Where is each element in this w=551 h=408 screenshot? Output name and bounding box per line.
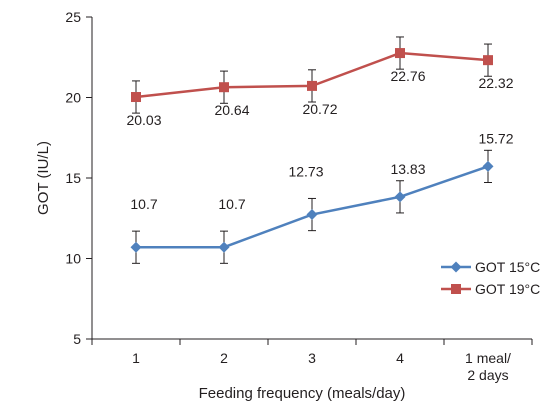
x-tick-label: 4 — [396, 350, 404, 366]
y-tick-label: 25 — [65, 9, 81, 25]
x-tick-label: 2 — [220, 350, 228, 366]
legend-label: GOT 15°C — [475, 259, 540, 275]
legend-marker — [451, 284, 461, 294]
axes: 5 10 15 20 25 1 2 3 4 1 meal/2 days — [65, 9, 533, 383]
data-label: 10.7 — [130, 196, 157, 212]
y-tick-label: 5 — [73, 331, 81, 347]
x-tick-label: 3 — [308, 350, 316, 366]
data-point-diamond — [130, 241, 142, 253]
data-label: 12.73 — [288, 164, 323, 180]
data-label: 22.32 — [478, 75, 513, 91]
data-labels: 10.7 10.7 12.73 13.83 15.72 20.03 20.64 20.72 22… — [126, 68, 513, 212]
legend: GOT 15°C GOT 19°C — [441, 259, 540, 297]
data-point-diamond — [394, 191, 406, 203]
y-axis-label: GOT (IU/L) — [35, 141, 52, 215]
data-label: 22.76 — [390, 68, 425, 84]
data-point-square — [483, 55, 493, 66]
legend-label: GOT 19°C — [475, 281, 540, 297]
x-axis-label: Feeding frequency (meals/day) — [199, 385, 406, 402]
data-point-square — [395, 48, 405, 59]
data-label: 10.7 — [218, 196, 245, 212]
y-tick-label: 20 — [65, 90, 81, 106]
legend-marker — [450, 261, 462, 273]
x-tick-label: 1 meal/2 days — [465, 350, 511, 383]
data-label: 15.72 — [478, 130, 513, 146]
data-point-diamond — [218, 241, 230, 253]
data-label: 13.83 — [390, 161, 425, 177]
data-point-square — [219, 82, 229, 93]
data-label: 20.03 — [126, 112, 161, 128]
x-tick-label: 1 — [132, 350, 140, 366]
data-label: 20.64 — [214, 102, 249, 118]
y-tick-label: 10 — [65, 251, 81, 267]
data-label: 20.72 — [302, 101, 337, 117]
series-markers — [130, 48, 494, 253]
error-bars — [132, 36, 492, 264]
data-point-diamond — [306, 209, 318, 221]
data-point-diamond — [482, 160, 494, 172]
data-point-square — [131, 92, 141, 103]
data-point-square — [307, 80, 317, 91]
y-tick-label: 15 — [65, 170, 81, 186]
